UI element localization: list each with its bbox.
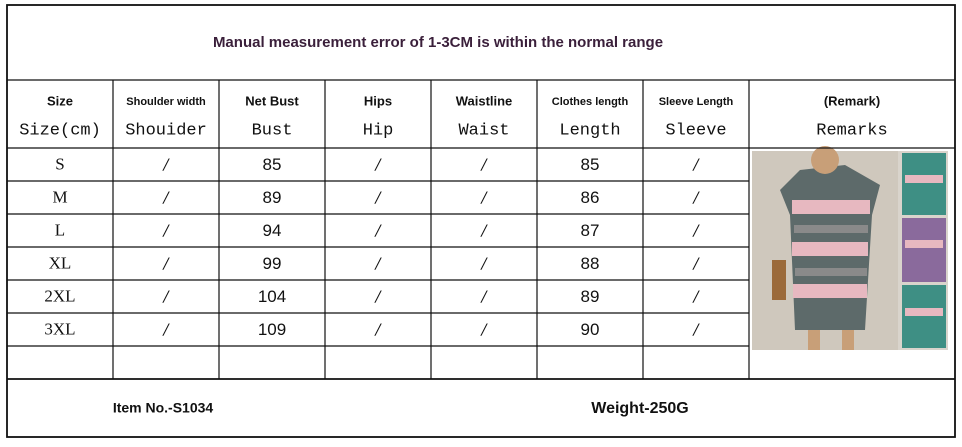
cell-value: 109 <box>258 320 286 339</box>
header-label: (Remark) <box>824 93 880 108</box>
item-number: Item No.-S1034 <box>113 400 214 416</box>
cell-value: 85 <box>263 155 282 174</box>
title: Manual measurement error of 1-3CM is wit… <box>213 34 663 51</box>
cell-value: 85 <box>581 155 600 174</box>
cell-value: 89 <box>263 188 282 207</box>
size-label: 3XL <box>44 319 75 338</box>
cell-value: / <box>373 222 382 240</box>
cell-value: 87 <box>581 221 600 240</box>
cell-value: 88 <box>581 254 600 273</box>
cell-value: / <box>479 189 488 207</box>
cell-value: / <box>161 222 170 240</box>
header-sublabel: Size(cm) <box>19 121 101 140</box>
cell-value: / <box>479 156 488 174</box>
size-label: L <box>55 220 65 239</box>
cell-value: 104 <box>258 287 286 306</box>
cell-value: / <box>691 156 700 174</box>
cell-value: 89 <box>581 287 600 306</box>
outer-border <box>6 4 956 438</box>
header-label: Net Bust <box>245 93 299 108</box>
header-label: Shoulder width <box>126 96 206 108</box>
header-sublabel: Hip <box>363 121 394 140</box>
cell-value: / <box>373 255 382 273</box>
cell-value: / <box>691 189 700 207</box>
cell-value: / <box>161 255 170 273</box>
header-sublabel: Remarks <box>816 121 887 140</box>
cell-value: 94 <box>263 221 282 240</box>
header-label: Waistline <box>456 93 513 108</box>
cell-value: / <box>373 288 382 306</box>
cell-value: / <box>479 222 488 240</box>
cell-value: / <box>373 321 382 339</box>
header-sublabel: Length <box>559 121 620 140</box>
cell-value: 90 <box>581 320 600 339</box>
cell-value: / <box>373 156 382 174</box>
cell-value: / <box>161 156 170 174</box>
cell-value: / <box>161 321 170 339</box>
product-photo <box>752 146 948 350</box>
cell-value: / <box>479 288 488 306</box>
header-label: Hips <box>364 93 392 108</box>
weight: Weight-250G <box>591 400 689 417</box>
size-label: S <box>55 154 64 173</box>
cell-value: / <box>161 288 170 306</box>
header-label: Clothes length <box>552 96 629 108</box>
size-label: XL <box>49 253 72 272</box>
size-label: 2XL <box>44 286 75 305</box>
cell-value: / <box>691 288 700 306</box>
cell-value: / <box>691 222 700 240</box>
size-label: M <box>52 187 67 206</box>
header-sublabel: Bust <box>252 121 293 140</box>
cell-value: / <box>479 321 488 339</box>
header-label: Size <box>47 93 73 108</box>
cell-value: / <box>691 321 700 339</box>
header-sublabel: Waist <box>458 121 509 140</box>
cell-value: / <box>691 255 700 273</box>
cell-value: / <box>373 189 382 207</box>
header-sublabel: Shouider <box>125 121 207 140</box>
cell-value: 99 <box>263 254 282 273</box>
header-sublabel: Sleeve <box>665 121 726 140</box>
cell-value: / <box>161 189 170 207</box>
cell-value: 86 <box>581 188 600 207</box>
cell-value: / <box>479 255 488 273</box>
header-label: Sleeve Length <box>659 96 734 108</box>
